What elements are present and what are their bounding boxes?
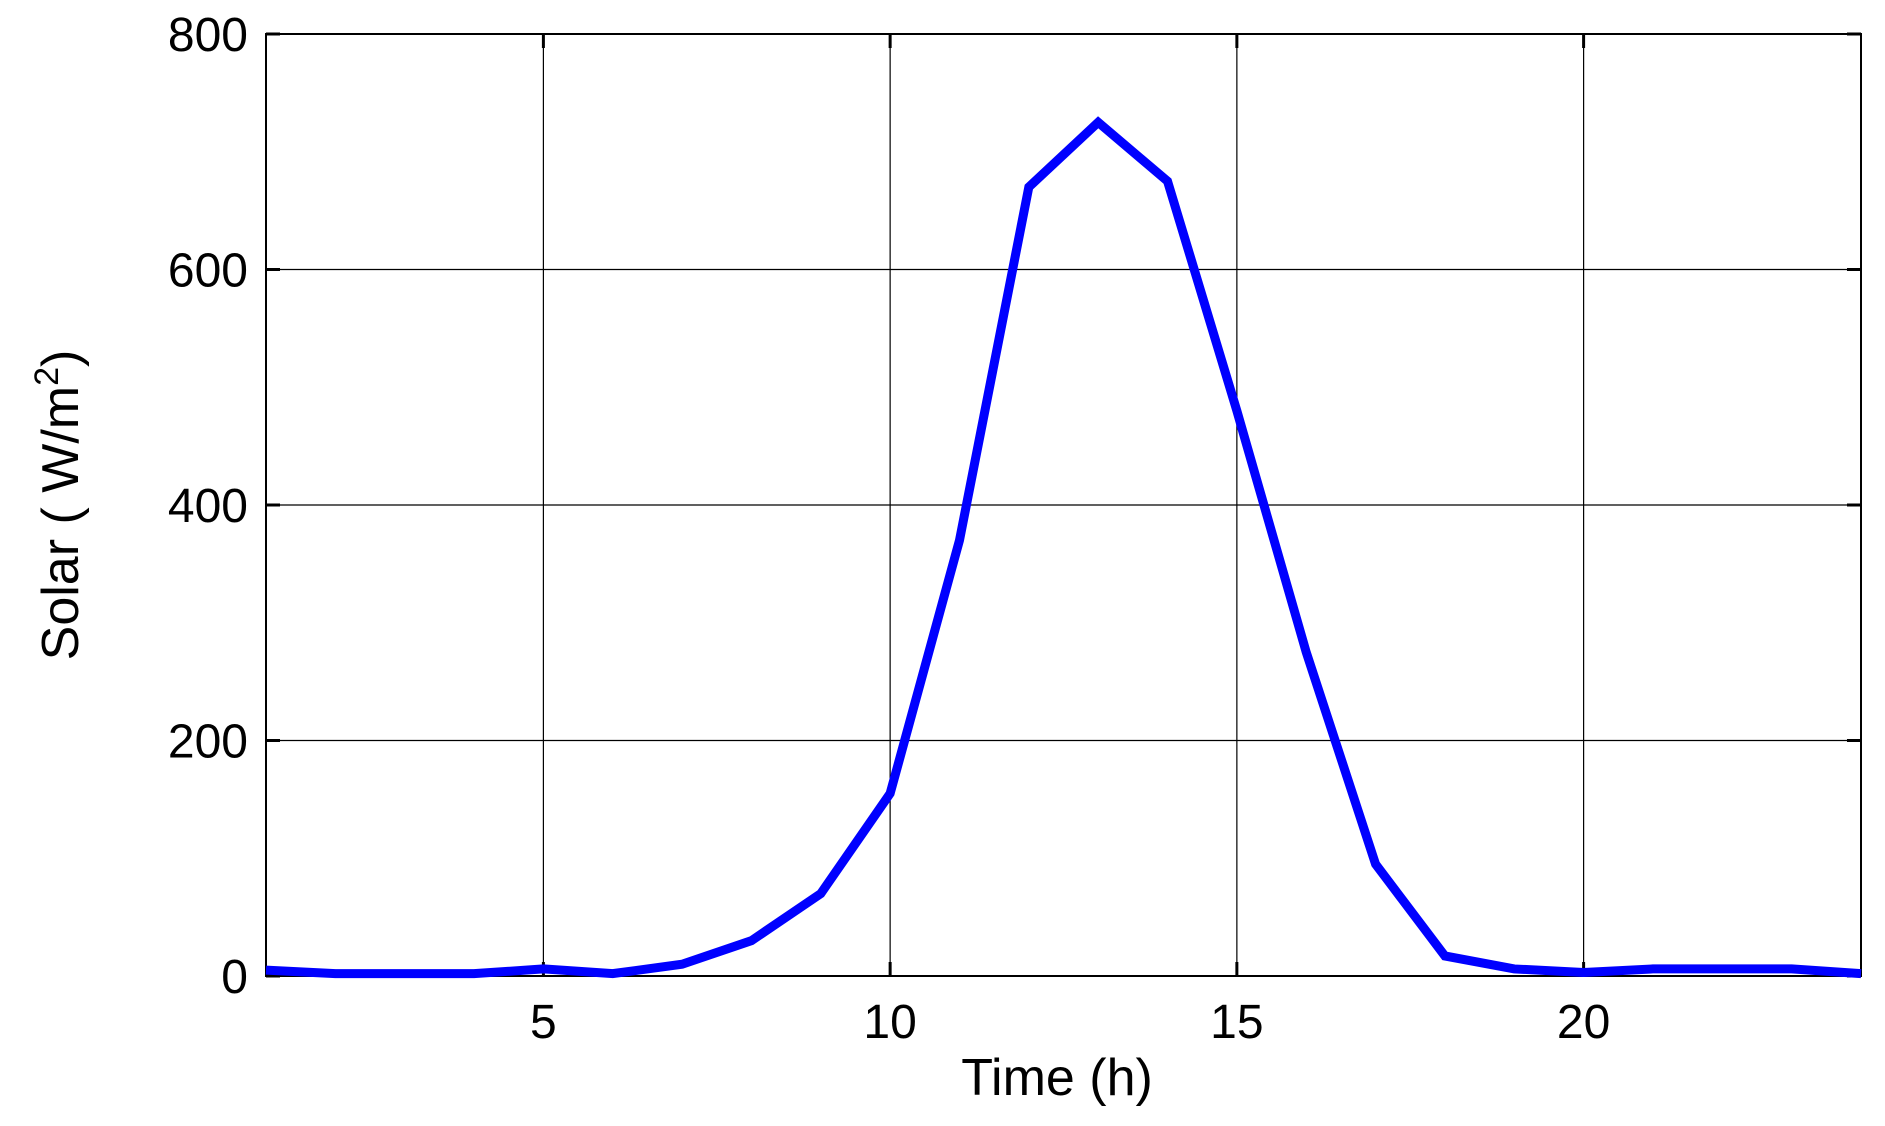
x-tick-label: 15 (1210, 996, 1263, 1049)
y-tick-label: 800 (168, 9, 248, 62)
x-tick-label: 5 (530, 996, 557, 1049)
x-axis-label: Time (h) (961, 1049, 1153, 1107)
y-axis-label: Solar ( W/m2) (28, 350, 90, 661)
x-tick-label: 20 (1557, 996, 1610, 1049)
y-tick-label: 600 (168, 245, 248, 298)
x-tick-label: 10 (863, 996, 916, 1049)
y-tick-label: 200 (168, 716, 248, 769)
data-line (265, 116, 1862, 979)
y-label-superscript: 2 (28, 367, 66, 386)
y-tick-label: 0 (221, 951, 248, 1004)
y-label-main: Solar ( W/m (32, 386, 90, 660)
axes-frame (265, 33, 1862, 977)
y-label-suffix: ) (32, 350, 90, 367)
y-tick-label: 400 (168, 480, 248, 533)
